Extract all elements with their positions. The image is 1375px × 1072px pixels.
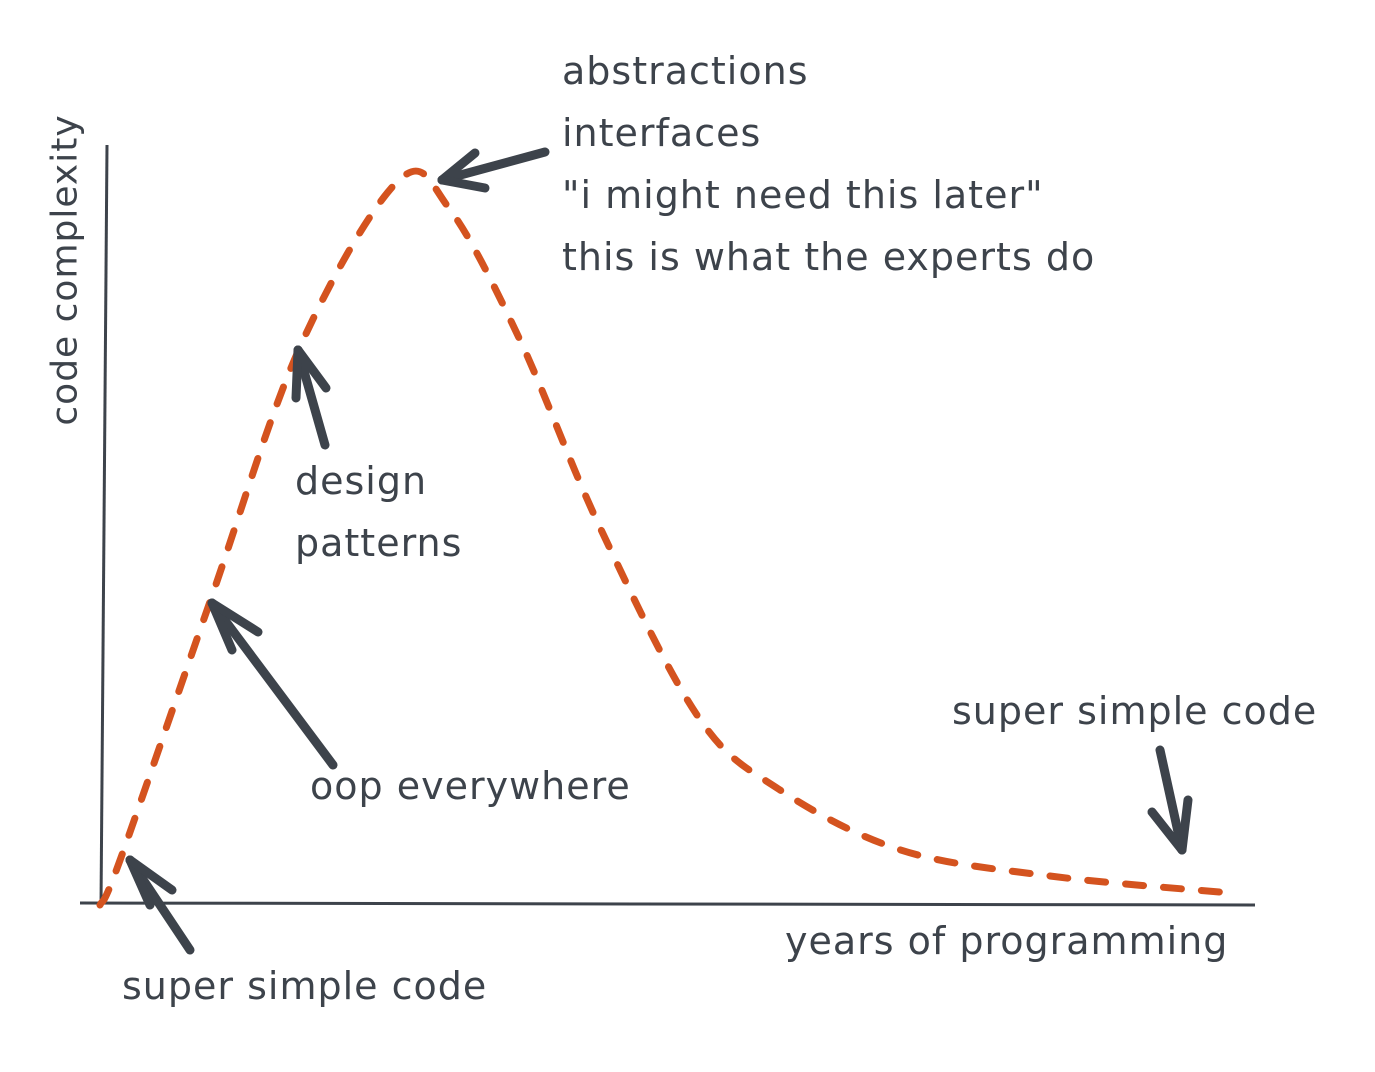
design-annotation: design patterns	[295, 450, 462, 574]
arrow-start	[125, 855, 195, 955]
start-annotation: super simple code	[122, 964, 488, 1008]
x-axis	[79, 901, 1256, 907]
arrow-oop	[207, 598, 338, 770]
arrow-end	[1147, 745, 1193, 855]
end-annotation: super simple code	[952, 689, 1318, 733]
peak-annotation: abstractions interfaces "i might need th…	[562, 40, 1095, 288]
annotation-line: abstractions	[562, 49, 809, 93]
arrow-peak	[437, 147, 550, 193]
annotation-line: this is what the experts do	[562, 235, 1096, 279]
annotation-line: "i might need this later"	[562, 173, 1044, 217]
arrow-design-patterns	[291, 345, 331, 450]
annotation-line: interfaces	[562, 111, 762, 155]
x-axis-label: years of programming	[785, 919, 1229, 963]
oop-annotation: oop everywhere	[310, 764, 631, 808]
annotation-line: patterns	[295, 521, 463, 565]
annotation-line: design	[295, 459, 428, 503]
y-axis-label: code complexity	[44, 114, 86, 426]
y-axis	[99, 144, 109, 907]
